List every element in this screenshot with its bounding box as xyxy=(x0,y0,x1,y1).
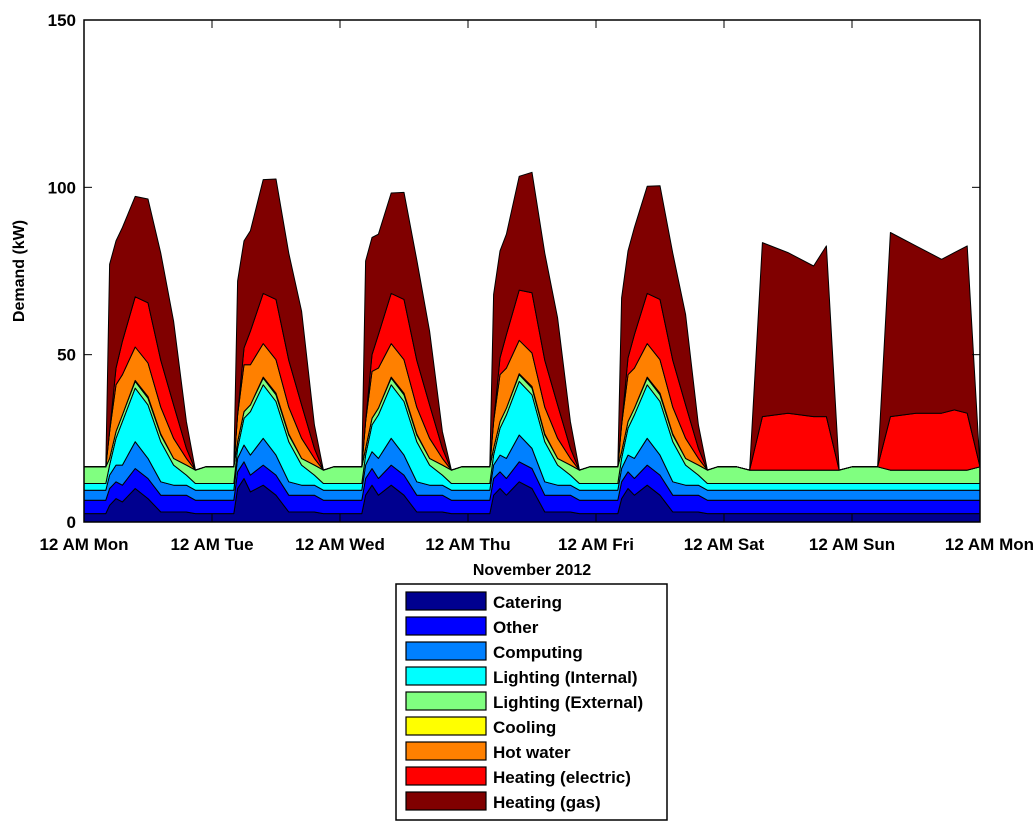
y-axis: 0 50 100 150 xyxy=(48,11,980,532)
y-tick-label: 0 xyxy=(67,513,76,532)
area-series-group xyxy=(83,171,981,523)
legend-swatch xyxy=(405,666,487,686)
x-tick-label: 12 AM Mon xyxy=(39,535,128,554)
legend-swatch xyxy=(405,716,487,736)
y-tick-label: 150 xyxy=(48,11,76,30)
legend-swatch xyxy=(405,591,487,611)
plot-frame xyxy=(83,19,981,523)
legend-label: Heating (electric) xyxy=(493,768,631,787)
legend-label: Lighting (Internal) xyxy=(493,668,637,687)
legend-swatch xyxy=(405,766,487,786)
x-tick-label: 12 AM Thu xyxy=(425,535,510,554)
x-axis: 12 AM Mon 12 AM Tue 12 AM Wed 12 AM Thu 12 A… xyxy=(39,20,1034,554)
y-tick-label: 50 xyxy=(57,346,76,365)
legend-swatch xyxy=(405,791,487,811)
legend-swatch xyxy=(405,641,487,661)
legend-swatch xyxy=(405,616,487,636)
legend-swatch xyxy=(405,741,487,761)
legend-label: Heating (gas) xyxy=(493,793,601,812)
legend-label: Computing xyxy=(493,643,583,662)
x-tick-label: 12 AM Tue xyxy=(170,535,253,554)
legend-label: Hot water xyxy=(493,743,571,762)
x-tick-label: 12 AM Fri xyxy=(558,535,634,554)
legend-swatch xyxy=(405,691,487,711)
legend-label: Lighting (External) xyxy=(493,693,643,712)
x-tick-label: 12 AM Mon xyxy=(945,535,1034,554)
y-tick-label: 100 xyxy=(48,178,76,197)
x-tick-label: 12 AM Sun xyxy=(809,535,895,554)
x-tick-label: 12 AM Sat xyxy=(684,535,765,554)
legend-label: Catering xyxy=(493,593,562,612)
legend-label: Other xyxy=(493,618,539,637)
legend: Catering Other Computing Lighting (Internal… xyxy=(395,583,668,821)
x-axis-title: November 2012 xyxy=(473,562,591,579)
y-axis-title: Demand (kW) xyxy=(11,220,28,322)
legend-label: Cooling xyxy=(493,718,556,737)
x-tick-label: 12 AM Wed xyxy=(295,535,385,554)
